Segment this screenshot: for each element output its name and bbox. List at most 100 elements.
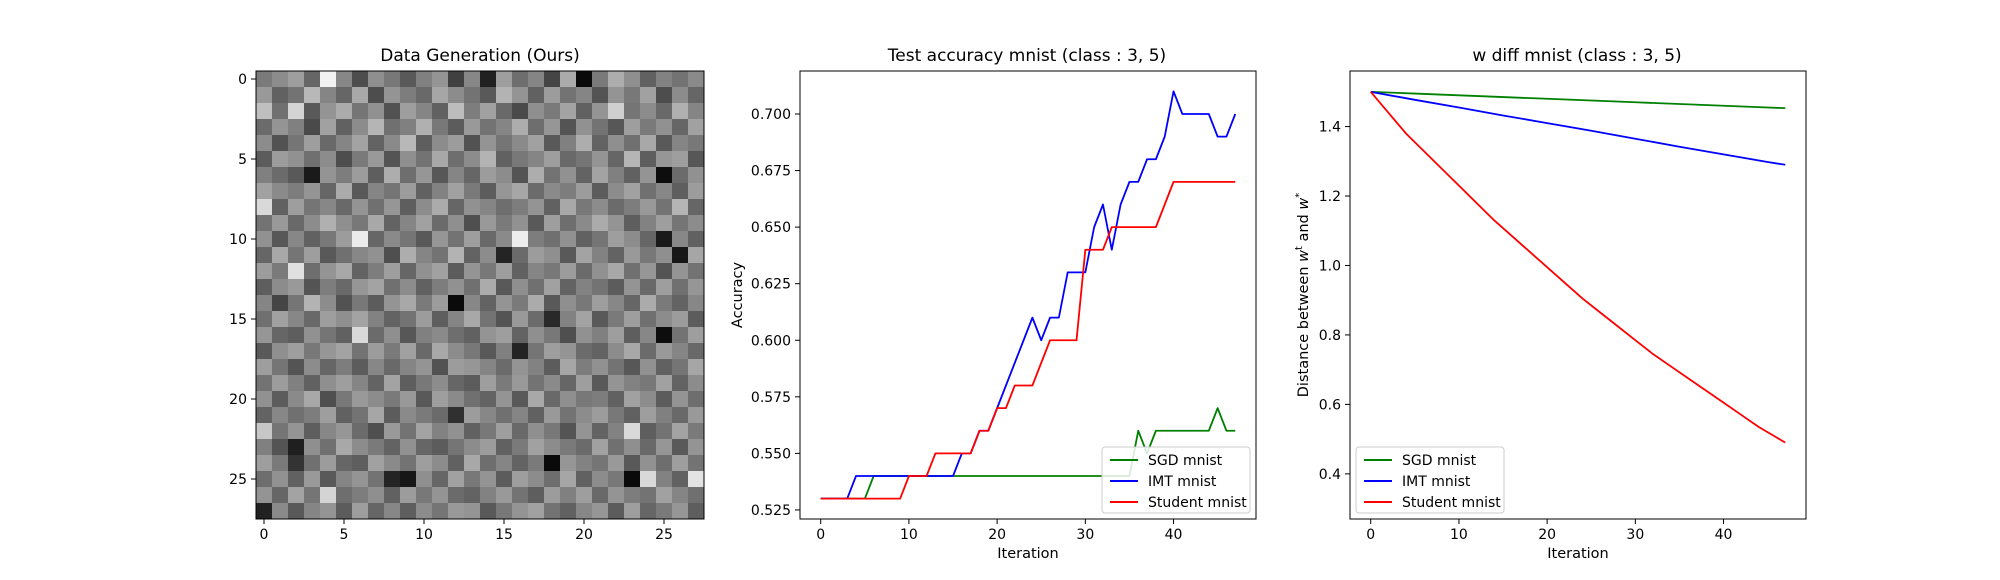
heatmap-axes: 0 5 10 15 20 25 0 5 10 15 20 25 <box>229 72 673 543</box>
heatmap-cell <box>592 183 609 200</box>
heatmap-cell <box>304 151 321 168</box>
heatmap-cell <box>640 135 657 152</box>
heatmap-cell <box>256 151 273 168</box>
heatmap-cell <box>528 151 545 168</box>
accuracy-y-tick-label: 0.650 <box>751 220 791 236</box>
accuracy-x-tick-label: 30 <box>1076 527 1094 543</box>
heatmap-cell <box>496 439 513 456</box>
heatmap-cell <box>672 391 689 408</box>
heatmap-cell <box>512 295 529 312</box>
heatmap-cell <box>384 119 401 136</box>
heatmap-cell <box>464 455 481 472</box>
heatmap-cell <box>480 375 497 392</box>
heatmap-cell <box>448 183 465 200</box>
heatmap-cell <box>320 311 337 328</box>
heatmap-cell <box>320 343 337 360</box>
heatmap-cell <box>288 199 305 216</box>
heatmap-cell <box>256 423 273 440</box>
heatmap-cell <box>544 119 561 136</box>
heatmap-cell <box>368 375 385 392</box>
heatmap-cell <box>400 215 417 232</box>
heatmap-cell <box>576 439 593 456</box>
heatmap-cell <box>576 71 593 88</box>
heatmap-cell <box>496 407 513 424</box>
heatmap-cell <box>352 167 369 184</box>
heatmap-cell <box>576 231 593 248</box>
heatmap-cell <box>288 151 305 168</box>
heatmap-cell <box>496 151 513 168</box>
heatmap-cell <box>416 407 433 424</box>
heatmap-cells <box>256 71 705 520</box>
heatmap-cell <box>464 103 481 120</box>
heatmap-cell <box>544 295 561 312</box>
heatmap-cell <box>592 311 609 328</box>
heatmap-cell <box>352 199 369 216</box>
heatmap-cell <box>304 503 321 520</box>
wdiff-y-label-part: w <box>1296 198 1312 210</box>
heatmap-cell <box>304 231 321 248</box>
heatmap-cell <box>480 151 497 168</box>
heatmap-x-tick-label: 0 <box>260 527 269 543</box>
heatmap-cell <box>672 231 689 248</box>
heatmap-cell <box>576 151 593 168</box>
heatmap-cell <box>480 423 497 440</box>
heatmap-cell <box>608 247 625 264</box>
heatmap-cell <box>432 231 449 248</box>
heatmap-cell <box>480 167 497 184</box>
heatmap-cell <box>400 151 417 168</box>
heatmap-cell <box>416 71 433 88</box>
heatmap-cell <box>464 487 481 504</box>
heatmap-cell <box>624 231 641 248</box>
heatmap-cell <box>560 423 577 440</box>
wdiff-plot-area <box>1370 90 1786 444</box>
heatmap-cell <box>688 247 705 264</box>
heatmap-cell <box>496 247 513 264</box>
heatmap-cell <box>656 135 673 152</box>
heatmap-cell <box>608 87 625 104</box>
heatmap-cell <box>368 343 385 360</box>
heatmap-cell <box>288 503 305 520</box>
heatmap-cell <box>528 343 545 360</box>
heatmap-cell <box>496 359 513 376</box>
heatmap-cell <box>528 407 545 424</box>
heatmap-cell <box>512 343 529 360</box>
heatmap-cell <box>672 327 689 344</box>
heatmap-cell <box>272 439 289 456</box>
heatmap-cell <box>608 503 625 520</box>
heatmap-cell <box>384 311 401 328</box>
heatmap-cell <box>320 279 337 296</box>
heatmap-cell <box>432 375 449 392</box>
heatmap-cell <box>688 231 705 248</box>
heatmap-cell <box>448 391 465 408</box>
heatmap-cell <box>688 151 705 168</box>
heatmap-cell <box>464 407 481 424</box>
heatmap-cell <box>400 455 417 472</box>
heatmap-cell <box>336 247 353 264</box>
heatmap-cell <box>672 471 689 488</box>
heatmap-cell <box>432 167 449 184</box>
heatmap-cell <box>544 103 561 120</box>
heatmap-cell <box>320 487 337 504</box>
heatmap-cell <box>560 471 577 488</box>
heatmap-cell <box>624 87 641 104</box>
heatmap-cell <box>496 423 513 440</box>
heatmap-cell <box>304 263 321 280</box>
wdiff-series-line <box>1370 90 1786 110</box>
heatmap-cell <box>416 375 433 392</box>
heatmap-cell <box>544 359 561 376</box>
heatmap-cell <box>608 119 625 136</box>
heatmap-cell <box>624 215 641 232</box>
heatmap-cell <box>464 295 481 312</box>
heatmap-cell <box>256 439 273 456</box>
heatmap-cell <box>368 295 385 312</box>
heatmap-cell <box>320 87 337 104</box>
accuracy-x-tick-label: 40 <box>1165 527 1183 543</box>
heatmap-cell <box>688 295 705 312</box>
heatmap-cell <box>336 295 353 312</box>
heatmap-cell <box>560 327 577 344</box>
heatmap-cell <box>592 455 609 472</box>
heatmap-cell <box>320 295 337 312</box>
heatmap-cell <box>448 87 465 104</box>
heatmap-cell <box>480 135 497 152</box>
heatmap-cell <box>448 359 465 376</box>
